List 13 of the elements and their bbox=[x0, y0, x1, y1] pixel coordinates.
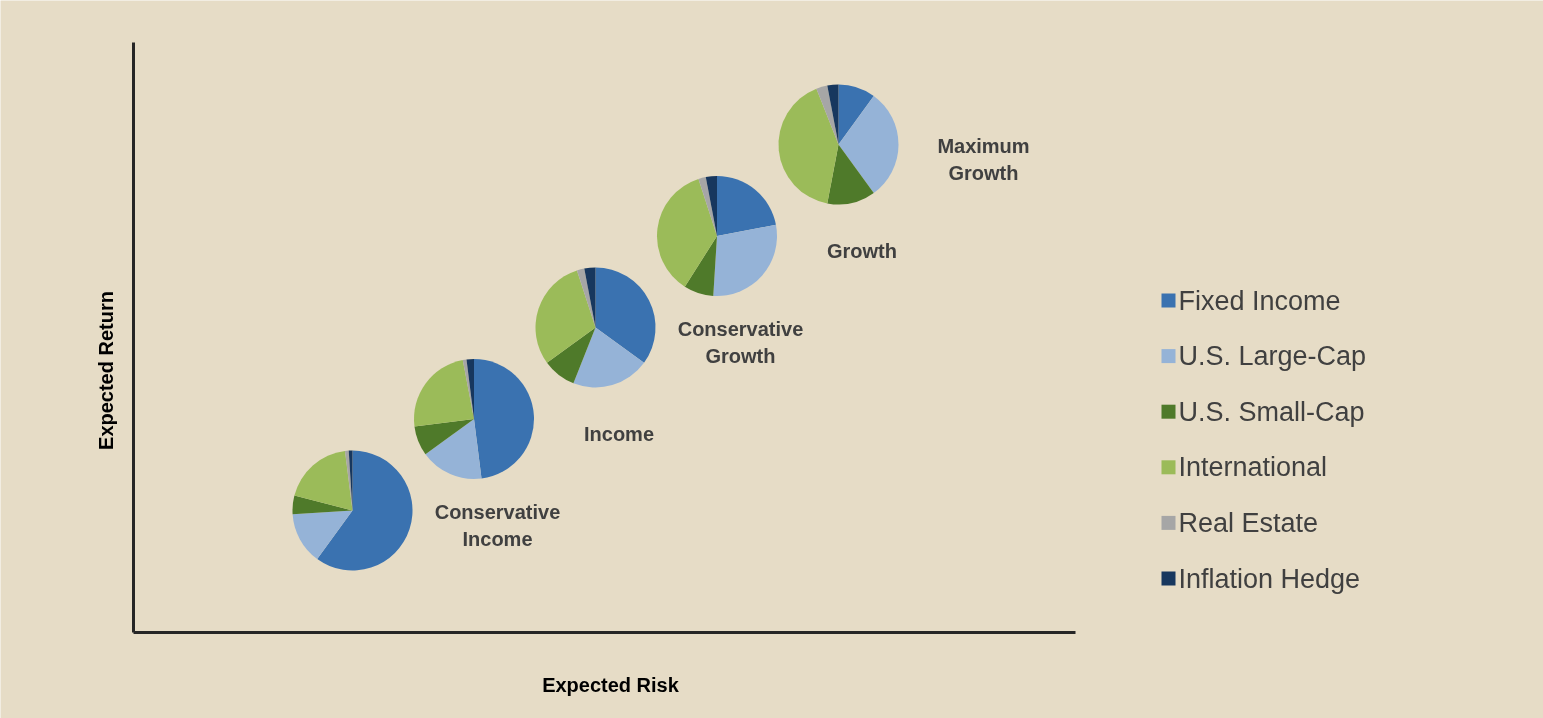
legend-label: Inflation Hedge bbox=[1178, 563, 1361, 594]
legend-label: Fixed Income bbox=[1178, 285, 1341, 316]
text: Conservative Growth bbox=[677, 318, 804, 367]
text: Income bbox=[583, 423, 655, 445]
text: Growth bbox=[827, 240, 897, 262]
text: Maximum Growth bbox=[937, 135, 1030, 184]
text: Conservative Income bbox=[434, 501, 561, 550]
legend-label: International bbox=[1178, 452, 1328, 483]
legend-label: U.S. Small-Cap bbox=[1178, 396, 1365, 427]
text: Expected Return bbox=[94, 291, 117, 450]
legend-label: Real Estate bbox=[1178, 507, 1319, 538]
text: Expected Risk bbox=[542, 673, 680, 696]
legend-label: U.S. Large-Cap bbox=[1178, 341, 1367, 372]
